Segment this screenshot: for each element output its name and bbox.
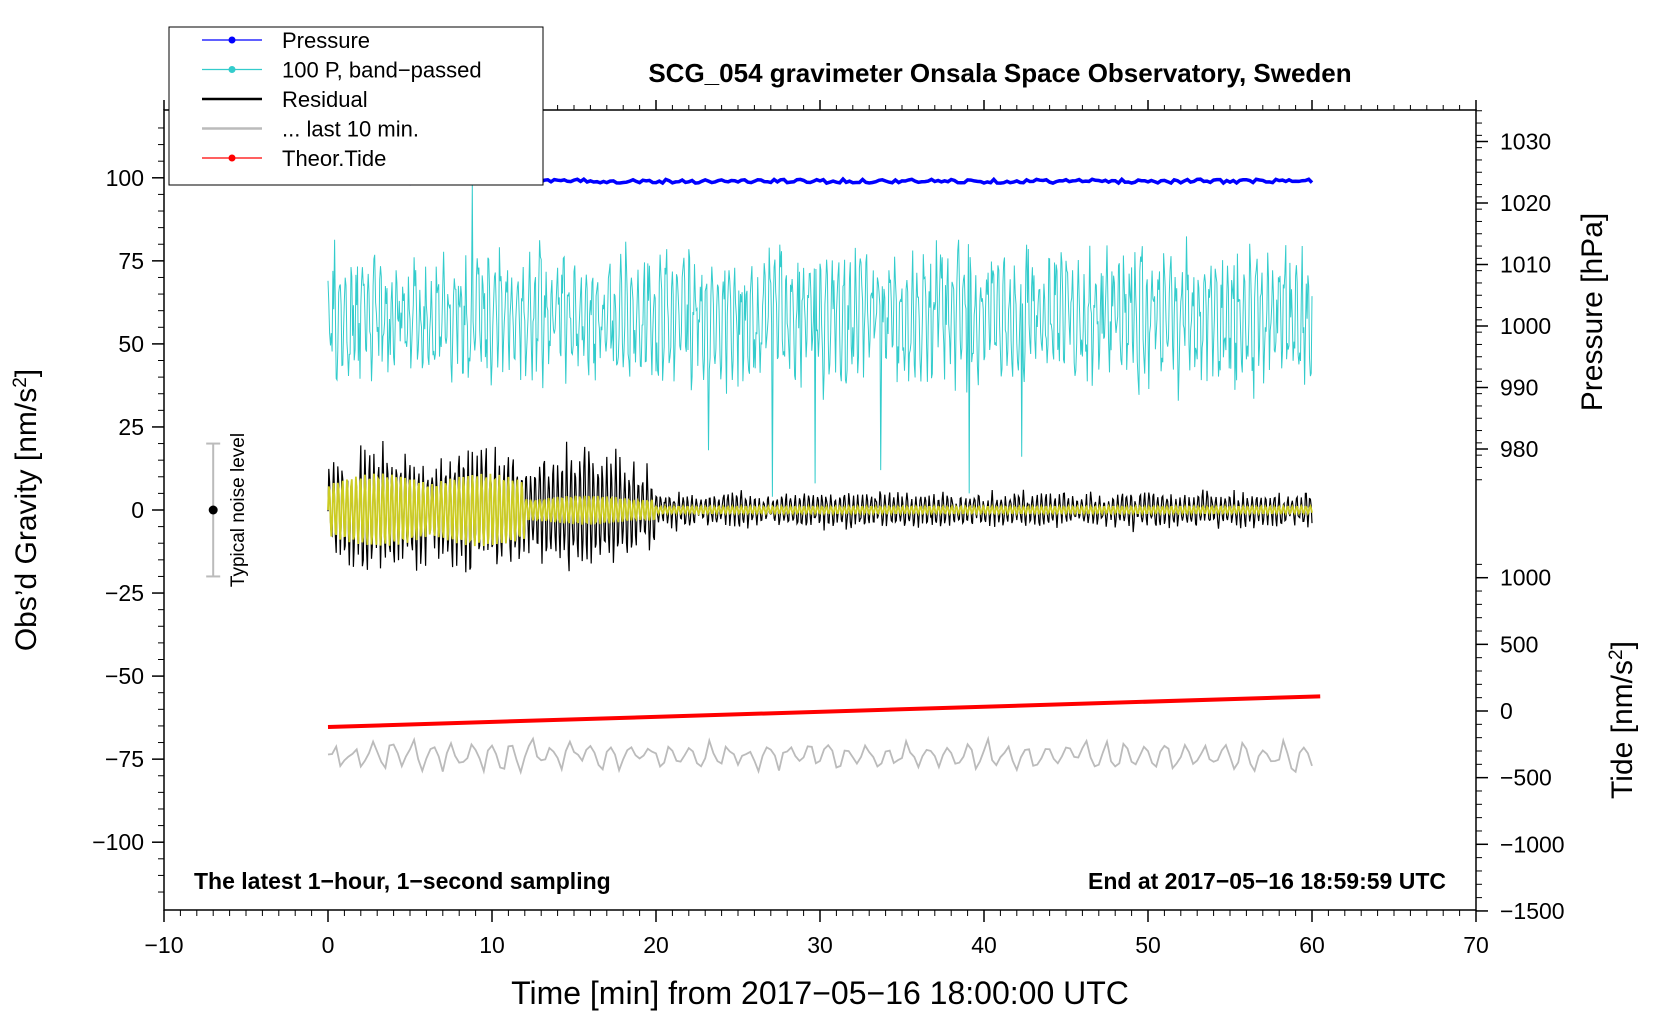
noise-bar-center-dot — [208, 505, 218, 515]
legend-marker — [228, 36, 236, 44]
legend-label: Residual — [282, 87, 368, 112]
legend-label: Pressure — [282, 28, 370, 53]
tide-axis-label: Tide [nm/s2] — [1606, 641, 1639, 799]
x-tick-label: 0 — [322, 932, 335, 958]
end-time-note: End at 2017−05−16 18:59:59 UTC — [1088, 868, 1446, 894]
pressure-axis-label: Pressure [hPa] — [1576, 213, 1609, 411]
theoretical-tide-line — [327, 694, 1321, 729]
sampling-note: The latest 1−hour, 1−second sampling — [194, 868, 611, 894]
pressure-tick-label: 980 — [1500, 436, 1538, 462]
last-10-min-line — [327, 735, 1313, 776]
y-tick-label: −50 — [105, 663, 144, 689]
residual-line — [327, 440, 1313, 573]
tide-tick-label: 500 — [1500, 631, 1538, 657]
pressure-tick-label: 1030 — [1500, 129, 1551, 155]
residual-smoothed-line — [327, 473, 1313, 547]
legend-marker — [228, 154, 236, 162]
y-tick-label: −25 — [105, 580, 144, 606]
y-tick-label: 50 — [118, 331, 144, 357]
legend-marker — [228, 66, 236, 73]
y-tick-label: 25 — [118, 414, 144, 440]
y-tick-label: 100 — [106, 165, 144, 191]
legend: Pressure 100 P, band−passed Residual ... la… — [168, 26, 544, 186]
y-tick-label: 75 — [118, 248, 144, 274]
x-tick-label: −10 — [144, 932, 183, 958]
pressure-tick-label: 990 — [1500, 375, 1538, 401]
axes-layer: −10 0 10 20 30 40 50 60 701007550250−25−50−75−10… — [92, 100, 1565, 958]
noise-level-indicator — [206, 442, 221, 578]
x-axis-label: Time [min] from 2017−05−16 18:00:00 UTC — [511, 975, 1129, 1011]
legend-label: 100 P, band−passed — [282, 58, 482, 83]
x-tick-label: 20 — [643, 932, 669, 958]
tide-tick-label: 0 — [1500, 698, 1513, 724]
pressure-tick-label: 1000 — [1500, 313, 1551, 339]
tide-tick-label: 1000 — [1500, 565, 1551, 591]
y-tick-label: −75 — [105, 746, 144, 772]
x-tick-label: 50 — [1135, 932, 1161, 958]
legend-label: ... last 10 min. — [282, 117, 419, 142]
y-axis-label: Obs’d Gravity [nm/s2] — [10, 369, 43, 651]
x-tick-label: 30 — [807, 932, 833, 958]
pressure-tick-label: 1010 — [1500, 252, 1551, 278]
band-passed-pressure-line — [327, 184, 1313, 497]
x-tick-label: 40 — [971, 932, 997, 958]
x-tick-label: 60 — [1299, 932, 1325, 958]
chart-title: SCG_054 gravimeter Onsala Space Observat… — [648, 58, 1351, 88]
y-tick-label: 0 — [131, 497, 144, 523]
noise-level-label: Typical noise level — [228, 433, 249, 587]
x-tick-label: 70 — [1463, 932, 1489, 958]
tide-tick-label: −1500 — [1500, 898, 1565, 924]
tide-tick-label: −500 — [1500, 765, 1552, 791]
legend-label: Theor.Tide — [282, 146, 386, 171]
tide-tick-label: −1000 — [1500, 831, 1565, 857]
pressure-tick-label: 1020 — [1500, 190, 1551, 216]
series-layer — [327, 176, 1321, 776]
x-tick-label: 10 — [479, 932, 505, 958]
y-tick-label: −100 — [92, 829, 144, 855]
